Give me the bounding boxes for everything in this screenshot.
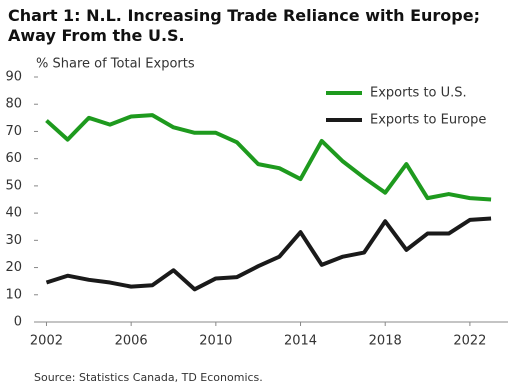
y-tick-label: 40 [5,206,22,221]
y-tick-label: 20 [5,260,22,275]
legend-label: Exports to U.S. [370,86,467,101]
x-tick-label: 2018 [369,334,402,349]
legend-label: Exports to Europe [370,113,486,128]
y-tick-label: 90 [5,70,22,85]
source-note: Source: Statistics Canada, TD Economics. [34,371,263,384]
y-axis-label: % Share of Total Exports [36,57,195,72]
y-tick-label: 70 [5,124,22,139]
y-tick-label: 0 [14,315,22,330]
y-tick-label: 10 [5,287,22,302]
y-tick-label: 30 [5,233,22,248]
x-tick-label: 2014 [284,334,317,349]
x-tick-label: 2002 [30,334,63,349]
y-tick-label: 80 [5,97,22,112]
x-tick-label: 2006 [115,334,148,349]
chart-title: Chart 1: N.L. Increasing Trade Reliance … [8,6,480,45]
y-tick-label: 60 [5,151,22,166]
series-line [45,113,492,202]
y-tick-label: 50 [5,178,22,193]
x-tick-label: 2022 [453,334,486,349]
series-line [45,216,492,292]
x-tick-label: 2010 [199,334,232,349]
